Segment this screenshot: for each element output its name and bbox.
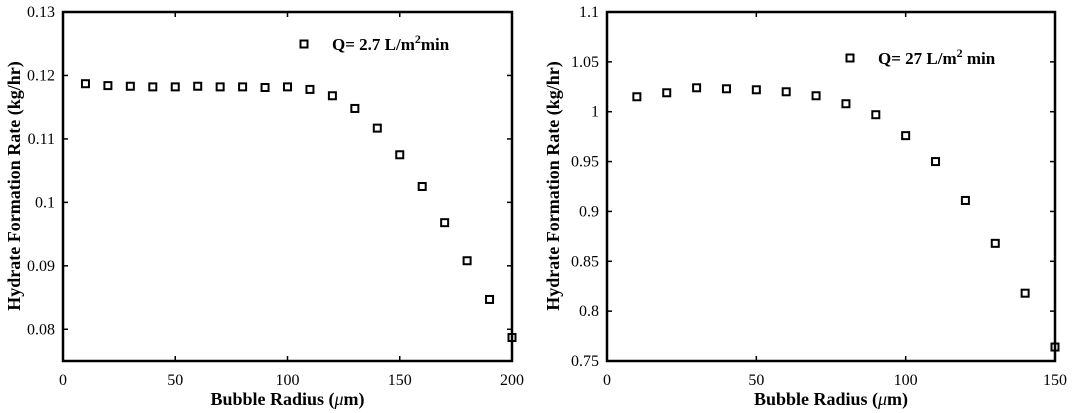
y-axis-label: Hydrate Formation Rate (kg/hr) xyxy=(4,61,25,310)
data-point xyxy=(841,99,851,109)
y-tick-label: 0.9 xyxy=(579,203,599,220)
y-axis-label: Hydrate Formation Rate (kg/hr) xyxy=(543,61,564,310)
data-point xyxy=(1020,288,1030,298)
data-point xyxy=(692,83,702,93)
data-point xyxy=(193,81,203,91)
y-tick-label: 1 xyxy=(591,104,599,121)
y-tick-label: 0.13 xyxy=(27,4,55,21)
data-point xyxy=(901,131,911,141)
data-point xyxy=(632,92,642,102)
data-point xyxy=(327,91,337,101)
y-tick-label: 0.1 xyxy=(35,194,55,211)
data-point xyxy=(440,218,450,228)
x-axis-label: Bubble Radius (μm) xyxy=(210,389,364,410)
data-point xyxy=(811,91,821,101)
y-tick-label: 0.85 xyxy=(571,253,599,270)
data-point xyxy=(125,81,135,91)
x-tick-label: 100 xyxy=(894,372,918,389)
y-tick-label: 0.11 xyxy=(28,131,55,148)
x-tick-label: 150 xyxy=(1043,372,1067,389)
data-point xyxy=(990,238,1000,248)
x-tick-label: 200 xyxy=(500,372,524,389)
y-tick-label: 0.09 xyxy=(27,258,55,275)
x-tick-label: 150 xyxy=(388,372,412,389)
data-point xyxy=(781,87,791,97)
data-point xyxy=(103,81,113,91)
y-tick-label: 1.1 xyxy=(579,4,599,21)
data-point xyxy=(215,82,225,92)
data-point xyxy=(148,82,158,92)
data-point xyxy=(80,79,90,89)
data-point xyxy=(238,82,248,92)
data-point xyxy=(721,84,731,94)
data-point xyxy=(871,110,881,120)
x-axis-label: Bubble Radius (μm) xyxy=(754,389,908,410)
y-tick-label: 0.95 xyxy=(571,154,599,171)
data-point xyxy=(751,85,761,95)
x-tick-label: 50 xyxy=(748,372,764,389)
data-point xyxy=(372,123,382,133)
x-tick-label: 0 xyxy=(59,372,67,389)
legend-label: Q= 2.7 L/m2min xyxy=(332,32,450,54)
data-point xyxy=(170,82,180,92)
data-point xyxy=(931,157,941,167)
data-point xyxy=(260,83,270,93)
legend-marker xyxy=(299,39,309,49)
data-point xyxy=(662,88,672,98)
plot-frame xyxy=(605,10,1057,363)
data-point xyxy=(395,150,405,160)
x-tick-label: 0 xyxy=(603,372,611,389)
plot-frame xyxy=(61,10,514,363)
data-point xyxy=(462,256,472,266)
data-point xyxy=(417,182,427,191)
y-tick-label: 0.08 xyxy=(27,321,55,338)
data-point xyxy=(485,294,495,304)
y-tick-label: 0.12 xyxy=(27,67,55,84)
legend-marker xyxy=(845,53,855,63)
y-tick-label: 0.8 xyxy=(579,303,599,320)
data-point xyxy=(350,103,360,113)
data-point xyxy=(283,82,292,92)
y-tick-label: 1.05 xyxy=(571,54,599,71)
x-tick-label: 50 xyxy=(167,372,183,389)
chart-1: 0 50 100 150 200 0.08 0.09 0.1 0.11 0.12 0.13 Bubbl… xyxy=(4,4,524,410)
data-point xyxy=(960,195,970,205)
x-tick-label: 100 xyxy=(276,372,300,389)
data-point xyxy=(507,333,517,343)
legend-label: Q= 27 L/m2 min xyxy=(878,46,996,68)
y-tick-label: 0.75 xyxy=(571,353,599,370)
chart-2: 0 50 100 150 0.75 0.8 0.85 0.9 0.95 1 1.05 1.1 Bubbl… xyxy=(543,4,1067,410)
data-point xyxy=(305,84,315,94)
data-point xyxy=(1050,342,1060,352)
